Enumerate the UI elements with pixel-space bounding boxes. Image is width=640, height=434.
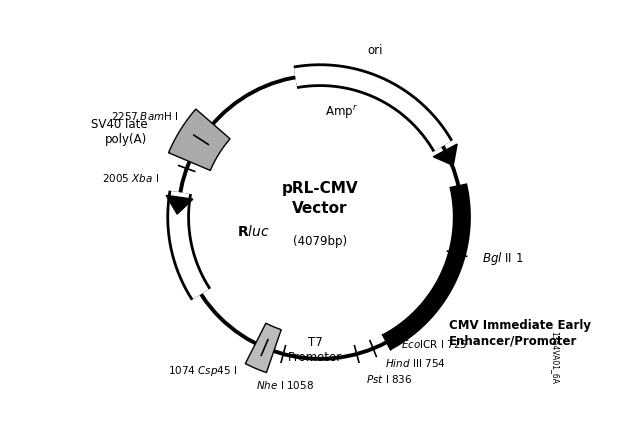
Text: $Nhe$ I 1058: $Nhe$ I 1058 <box>255 379 314 391</box>
Polygon shape <box>433 144 457 165</box>
Text: (4079bp): (4079bp) <box>293 235 347 248</box>
Polygon shape <box>245 323 281 372</box>
Text: 1354VA01_6A: 1354VA01_6A <box>550 332 559 385</box>
Text: $Hind$ III 754: $Hind$ III 754 <box>385 357 445 369</box>
Text: 2005 $Xba$ I: 2005 $Xba$ I <box>102 171 159 184</box>
Text: $Eco$ICR I 725: $Eco$ICR I 725 <box>401 338 468 350</box>
Text: T7
Promoter: T7 Promoter <box>288 336 342 364</box>
Text: 1074 $Csp$45 I: 1074 $Csp$45 I <box>168 364 237 378</box>
Polygon shape <box>168 109 230 171</box>
Text: $Pst$ I 836: $Pst$ I 836 <box>365 373 412 385</box>
Polygon shape <box>166 195 193 214</box>
Text: pRL-CMV
Vector: pRL-CMV Vector <box>282 181 358 216</box>
Text: Amp$^r$: Amp$^r$ <box>325 103 358 121</box>
Text: $Bgl$ II 1: $Bgl$ II 1 <box>482 250 524 267</box>
Text: 2257 $Bam$H I: 2257 $Bam$H I <box>111 110 179 122</box>
Text: SV40 late
poly(A): SV40 late poly(A) <box>91 118 147 146</box>
Text: $\mathbf{R}$$\mathit{luc}$: $\mathbf{R}$$\mathit{luc}$ <box>237 224 269 239</box>
Text: ori: ori <box>367 43 383 56</box>
Text: CMV Immediate Early
Enhancer/Promoter: CMV Immediate Early Enhancer/Promoter <box>449 319 591 347</box>
